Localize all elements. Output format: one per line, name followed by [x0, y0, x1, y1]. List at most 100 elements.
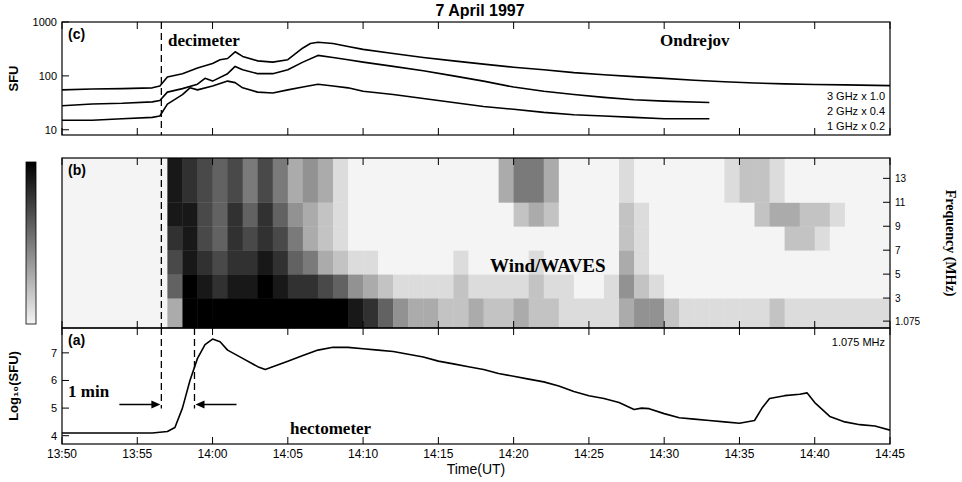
- x-tick: [739, 22, 740, 29]
- heat-cell: [273, 202, 288, 226]
- heat-cell: [830, 158, 845, 203]
- x-tick: [814, 128, 815, 135]
- heat-cell: [62, 202, 77, 226]
- heat-cell: [815, 250, 830, 274]
- heat-cell: [619, 274, 634, 298]
- heat-cell: [860, 274, 875, 298]
- heat-cell: [604, 202, 619, 226]
- panel-label: (b): [68, 162, 86, 178]
- heat-cell: [739, 250, 754, 274]
- heat-cell: [514, 298, 529, 328]
- heat-cell: [92, 298, 107, 328]
- heat-cell: [152, 298, 167, 328]
- heat-cell: [213, 226, 228, 250]
- x-tick-label: 14:20: [499, 447, 529, 461]
- heat-cell: [739, 202, 754, 226]
- heat-cell: [438, 298, 453, 328]
- x-tick-label: 14:35: [724, 447, 754, 461]
- y-tick-label: 4: [51, 430, 57, 442]
- heat-cell: [348, 158, 363, 203]
- heat-cell: [770, 298, 785, 328]
- series-label: 1.075 MHz: [832, 336, 885, 348]
- heat-cell: [619, 298, 634, 328]
- heat-cell: [755, 226, 770, 250]
- x-tick-label: 14:10: [348, 447, 378, 461]
- x-tick: [287, 321, 288, 328]
- heat-cell: [785, 202, 800, 226]
- heat-cell: [137, 202, 152, 226]
- heat-cell: [634, 202, 649, 226]
- heat-cell: [514, 226, 529, 250]
- heat-cell: [529, 274, 544, 298]
- heat-cell: [363, 202, 378, 226]
- heat-cell: [182, 158, 197, 203]
- heat-cell: [213, 250, 228, 274]
- plot-area: [62, 158, 890, 328]
- series-label: 2 GHz x 0.4: [827, 105, 885, 117]
- heat-cell: [830, 274, 845, 298]
- heat-cell: [499, 158, 514, 203]
- heat-cell: [589, 298, 604, 328]
- heat-cell: [167, 226, 182, 250]
- heat-cell: [468, 274, 483, 298]
- heat-cell: [845, 250, 860, 274]
- heat-cell: [393, 250, 408, 274]
- heat-cell: [197, 250, 212, 274]
- heat-cell: [318, 202, 333, 226]
- heat-cell: [755, 298, 770, 328]
- heat-cell: [107, 226, 122, 250]
- heat-cell: [378, 250, 393, 274]
- heat-cell: [137, 250, 152, 274]
- y-tick: [62, 352, 69, 353]
- heat-cell: [679, 250, 694, 274]
- heat-cell: [423, 274, 438, 298]
- heat-cell: [589, 158, 604, 203]
- heat-cell: [228, 250, 243, 274]
- x-tick: [438, 158, 439, 165]
- heat-cell: [182, 298, 197, 328]
- x-tick: [588, 22, 589, 29]
- y-tick-label: 3: [895, 293, 901, 304]
- heat-cell: [77, 226, 92, 250]
- heat-cell: [453, 158, 468, 203]
- heat-cell: [152, 226, 167, 250]
- x-tick: [664, 321, 665, 328]
- heat-cell: [845, 158, 860, 203]
- heat-cell: [243, 202, 258, 226]
- event-line: [161, 328, 162, 409]
- annotation: 1 min: [68, 382, 110, 401]
- heat-cell: [303, 250, 318, 274]
- heat-cell: [258, 226, 273, 250]
- heat-cell: [137, 226, 152, 250]
- heat-cell: [333, 158, 348, 203]
- x-tick: [739, 328, 740, 335]
- heat-cell: [107, 298, 122, 328]
- heat-cell: [258, 274, 273, 298]
- heat-cell: [785, 298, 800, 328]
- heat-cell: [62, 226, 77, 250]
- heat-cell: [318, 226, 333, 250]
- frame: [62, 22, 890, 135]
- x-tick: [814, 328, 815, 335]
- heat-cell: [152, 202, 167, 226]
- x-tick: [363, 128, 364, 135]
- heat-cell: [604, 298, 619, 328]
- heat-cell: [875, 298, 890, 328]
- heat-cell: [875, 274, 890, 298]
- heat-cell: [499, 274, 514, 298]
- heat-cell: [770, 202, 785, 226]
- heat-cell: [468, 250, 483, 274]
- heat-cell: [574, 202, 589, 226]
- heat-cell: [333, 202, 348, 226]
- heat-cell: [318, 158, 333, 203]
- x-tick: [287, 328, 288, 335]
- heat-cell: [423, 250, 438, 274]
- x-tick: [588, 328, 589, 335]
- heat-cell: [408, 226, 423, 250]
- heat-cell: [438, 226, 453, 250]
- series-line: [62, 55, 709, 105]
- arrow-shaft: [119, 404, 153, 406]
- heat-cell: [739, 274, 754, 298]
- heat-cell: [273, 226, 288, 250]
- heat-cell: [649, 298, 664, 328]
